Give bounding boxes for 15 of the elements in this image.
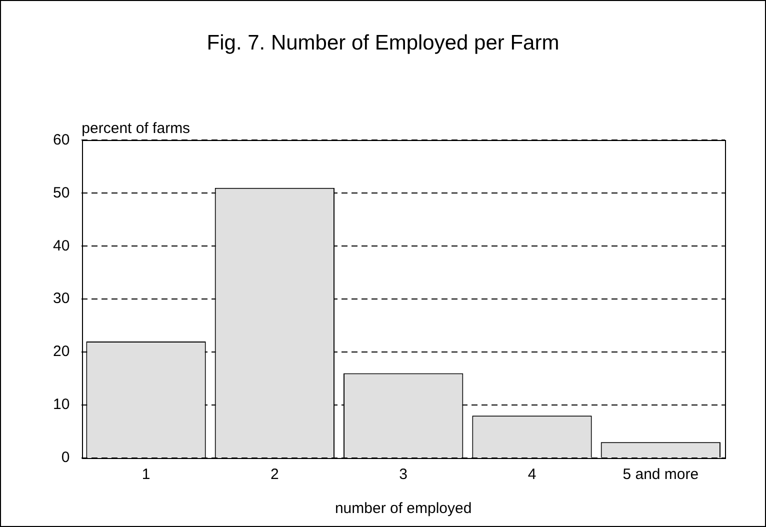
x-tick-label: 4 bbox=[528, 466, 536, 484]
y-tick-label: 50 bbox=[52, 184, 70, 202]
x-tick-label: 2 bbox=[270, 466, 279, 484]
x-axis-title: number of employed bbox=[334, 500, 472, 518]
x-tick-label: 5 and more bbox=[622, 466, 699, 484]
y-tick-label: 40 bbox=[52, 237, 70, 254]
y-axis-title: percent of farms bbox=[82, 120, 190, 137]
x-tick-label: 1 bbox=[142, 466, 150, 484]
y-tick-label: 0 bbox=[61, 449, 70, 466]
chart-title: Fig. 7. Number of Employed per Farm bbox=[206, 31, 560, 54]
y-tick-label: 60 bbox=[52, 131, 70, 148]
y-tick-label: 20 bbox=[52, 343, 70, 360]
y-tick-label: 30 bbox=[52, 290, 70, 308]
y-tick-label: 10 bbox=[52, 396, 70, 414]
x-tick-label: 3 bbox=[399, 466, 408, 484]
